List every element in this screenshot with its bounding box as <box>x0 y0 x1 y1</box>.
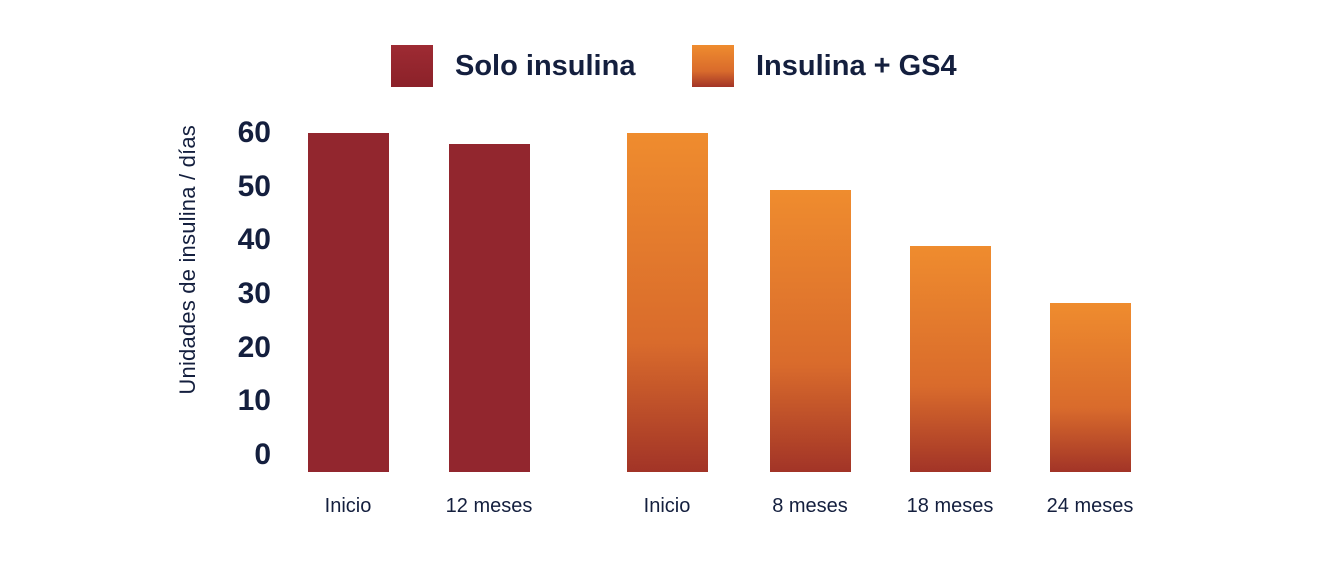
legend-item-solo-insulina: Solo insulina <box>391 45 635 87</box>
bar-series1-24-meses <box>1049 302 1131 472</box>
x-axis-label-series0-inicio: Inicio <box>324 495 372 517</box>
legend-swatch-insulina-gs4 <box>692 45 734 87</box>
y-axis-ticks: 60 50 40 30 20 10 0 <box>170 0 271 578</box>
legend-item-insulina-gs4: Insulina + GS4 <box>692 45 957 87</box>
x-axis-label-series1-18-meses: 18 meses <box>906 495 994 517</box>
bar-series0-12-meses <box>448 144 530 472</box>
x-axis-label-series1-inicio: Inicio <box>643 495 691 517</box>
y-tick-label-30: 30 <box>237 277 271 310</box>
y-tick-label-10: 10 <box>237 384 271 418</box>
y-tick-label-20: 20 <box>237 330 271 364</box>
legend-label-insulina-gs4: Insulina + GS4 <box>756 50 957 82</box>
x-axis-label-series1-8-meses: 8 meses <box>772 495 848 517</box>
bar-series1-inicio <box>626 133 708 472</box>
legend-label-solo-insulina: Solo insulina <box>455 50 636 82</box>
x-axis-label-series0-12-meses: 12 meses <box>445 495 533 517</box>
bar-series0-inicio <box>307 133 389 472</box>
y-tick-label-40: 40 <box>237 223 271 257</box>
x-axis-label-series1-24-meses: 24 meses <box>1046 495 1134 517</box>
y-tick-label-60: 60 <box>237 116 271 149</box>
bar-series1-18-meses <box>909 246 991 472</box>
y-tick-label-0: 0 <box>254 438 271 471</box>
bar-series1-8-meses <box>769 189 851 472</box>
y-tick-label-50: 50 <box>237 169 271 203</box>
legend-swatch-solo-insulina <box>391 45 433 87</box>
